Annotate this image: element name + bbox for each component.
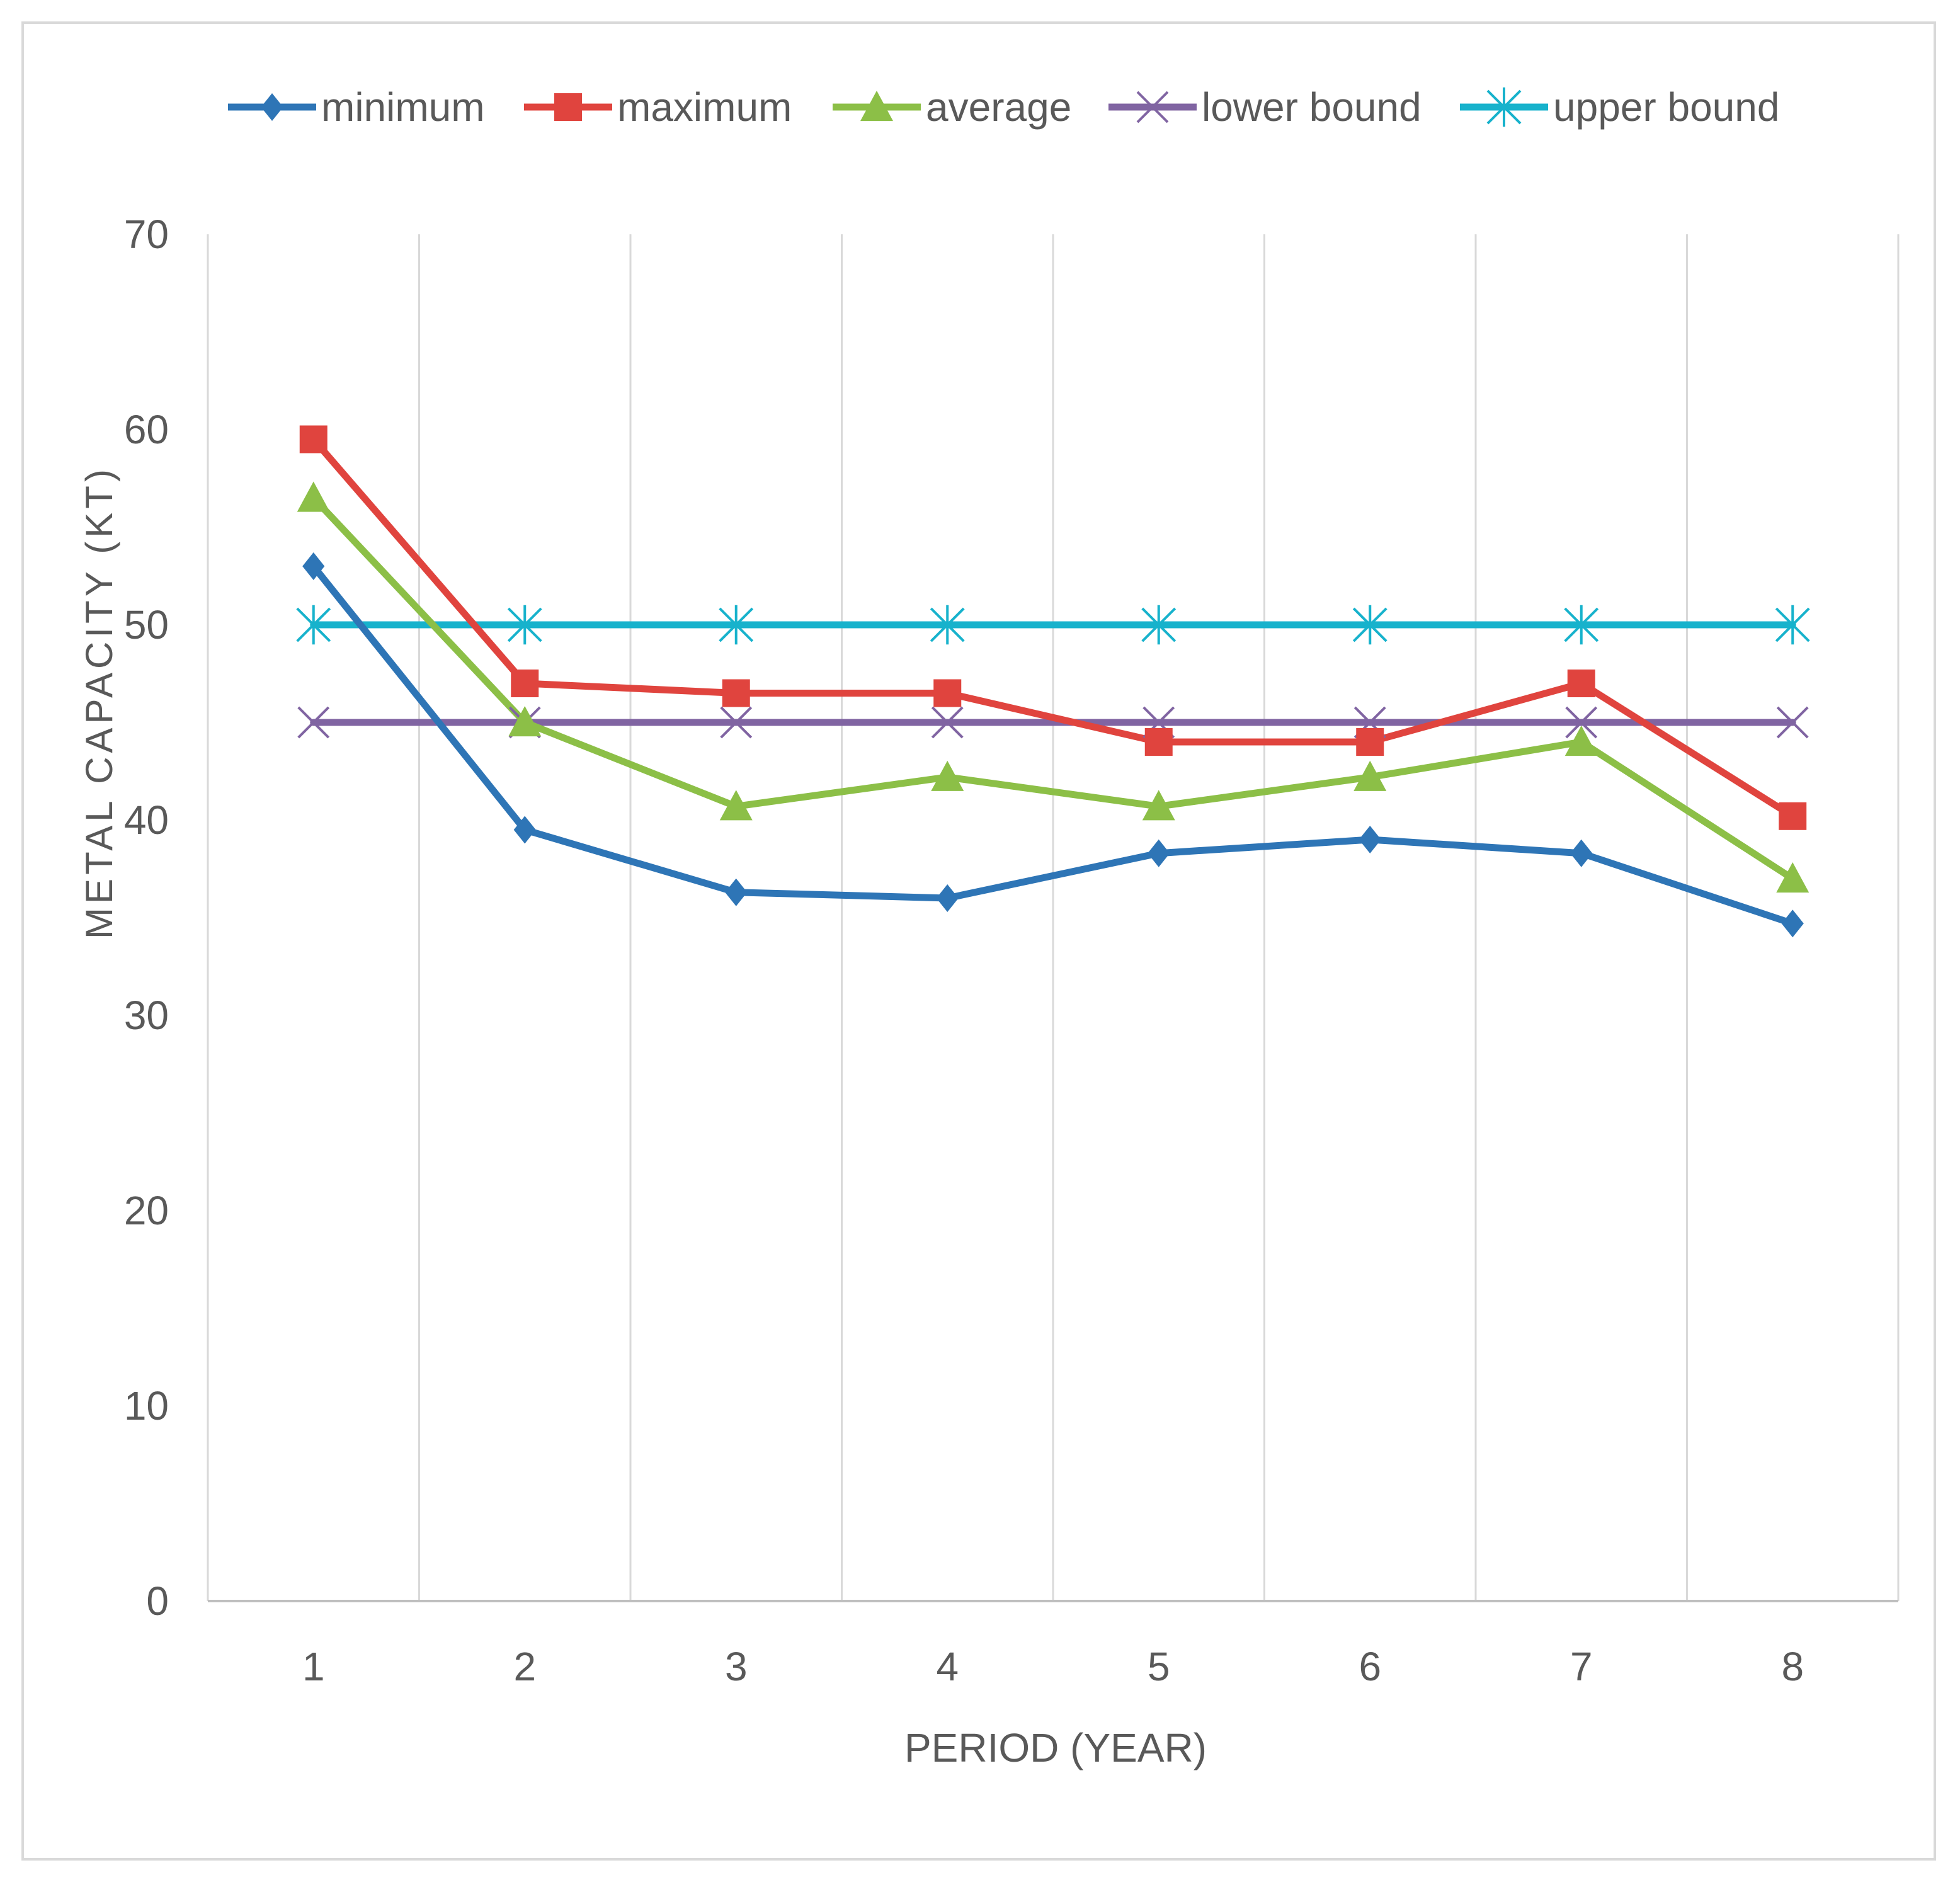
- data-point-average: [1776, 862, 1809, 893]
- legend: minimum maximum average lower bound upper bo…: [228, 84, 1779, 130]
- data-point-minimum: [1359, 826, 1381, 853]
- data-point-average: [719, 790, 753, 821]
- data-point-average: [297, 481, 330, 512]
- legend-label: average: [926, 84, 1071, 130]
- legend-item-maximum: maximum: [524, 84, 792, 130]
- data-point-average: [1142, 790, 1175, 821]
- data-point-minimum: [1570, 839, 1593, 867]
- data-point-maximum: [1779, 802, 1807, 830]
- data-point-lower-bound: [931, 706, 964, 739]
- x-tick-label: 6: [1359, 1644, 1381, 1689]
- data-point-minimum: [936, 884, 959, 912]
- legend-item-lower-bound: lower bound: [1108, 84, 1422, 130]
- y-tick-label: 40: [124, 797, 169, 843]
- x-tick-label: 3: [725, 1644, 748, 1689]
- legend-item-upper-bound: upper bound: [1460, 84, 1779, 130]
- legend-label: maximum: [617, 84, 792, 130]
- data-point-lower-bound: [1565, 706, 1598, 739]
- x-tick-label: 4: [936, 1644, 959, 1689]
- y-tick-label: 70: [124, 212, 169, 257]
- y-tick-label: 30: [124, 993, 169, 1038]
- y-tick-label: 60: [124, 407, 169, 452]
- data-point-upper-bound: [1775, 605, 1810, 645]
- data-point-maximum: [299, 425, 328, 453]
- data-point-lower-bound: [297, 706, 330, 739]
- legend-swatch-marker: [860, 91, 893, 122]
- data-point-average: [508, 706, 542, 737]
- series-lines: [310, 436, 1796, 927]
- data-point-upper-bound: [930, 605, 965, 645]
- data-point-minimum: [725, 878, 748, 906]
- data-point-minimum: [1148, 839, 1170, 867]
- x-tick-label: 1: [302, 1644, 325, 1689]
- legend-swatch-marker: [554, 93, 582, 121]
- x-tick-label: 7: [1570, 1644, 1593, 1689]
- data-point-lower-bound: [1776, 706, 1809, 739]
- data-point-upper-bound: [719, 605, 754, 645]
- data-point-upper-bound: [1141, 605, 1177, 645]
- data-point-minimum: [513, 816, 536, 844]
- data-point-maximum: [933, 679, 962, 707]
- data-point-maximum: [1356, 728, 1384, 756]
- grid-lines: [207, 234, 1900, 1601]
- data-point-upper-bound: [1352, 605, 1387, 645]
- data-point-upper-bound: [507, 605, 542, 645]
- data-point-minimum: [1781, 909, 1804, 938]
- series-line-maximum: [310, 436, 1796, 820]
- y-tick-label: 50: [124, 602, 169, 647]
- legend-label: lower bound: [1202, 84, 1422, 130]
- x-tick-label: 5: [1148, 1644, 1170, 1689]
- x-tick-label: 8: [1781, 1644, 1804, 1689]
- y-tick-label: 20: [124, 1188, 169, 1233]
- data-point-maximum: [1567, 670, 1595, 697]
- legend-swatch-marker: [1136, 91, 1169, 123]
- legend-swatch-marker: [261, 93, 283, 121]
- legend-item-average: average: [833, 84, 1071, 130]
- legend-swatch-marker: [1486, 87, 1522, 127]
- data-point-lower-bound: [720, 706, 753, 739]
- y-tick-label: 10: [124, 1383, 169, 1428]
- series-line-minimum: [310, 562, 1796, 927]
- data-point-maximum: [511, 670, 539, 697]
- data-point-minimum: [302, 552, 325, 580]
- data-point-average: [931, 760, 964, 791]
- legend-item-minimum: minimum: [228, 84, 485, 130]
- data-point-upper-bound: [296, 605, 331, 645]
- chart-frame: [21, 21, 1936, 1861]
- data-point-average: [1564, 726, 1598, 756]
- data-point-maximum: [1144, 728, 1173, 756]
- data-point-upper-bound: [1564, 605, 1599, 645]
- legend-label: minimum: [321, 84, 485, 130]
- series-markers: [296, 425, 1810, 938]
- axes: 0 10 20 30 40 50 60 70 1 2 3 4 5 6 7 8: [124, 212, 1898, 1689]
- x-axis-title: PERIOD (YEAR): [904, 1725, 1207, 1770]
- series-line-average: [310, 494, 1796, 882]
- data-point-maximum: [722, 679, 750, 707]
- legend-label: upper bound: [1553, 84, 1779, 130]
- data-point-average: [1353, 760, 1387, 791]
- x-tick-label: 2: [513, 1644, 536, 1689]
- y-axis-title: METAL CAPACITY (KT): [78, 465, 120, 939]
- y-tick-label: 0: [146, 1578, 169, 1624]
